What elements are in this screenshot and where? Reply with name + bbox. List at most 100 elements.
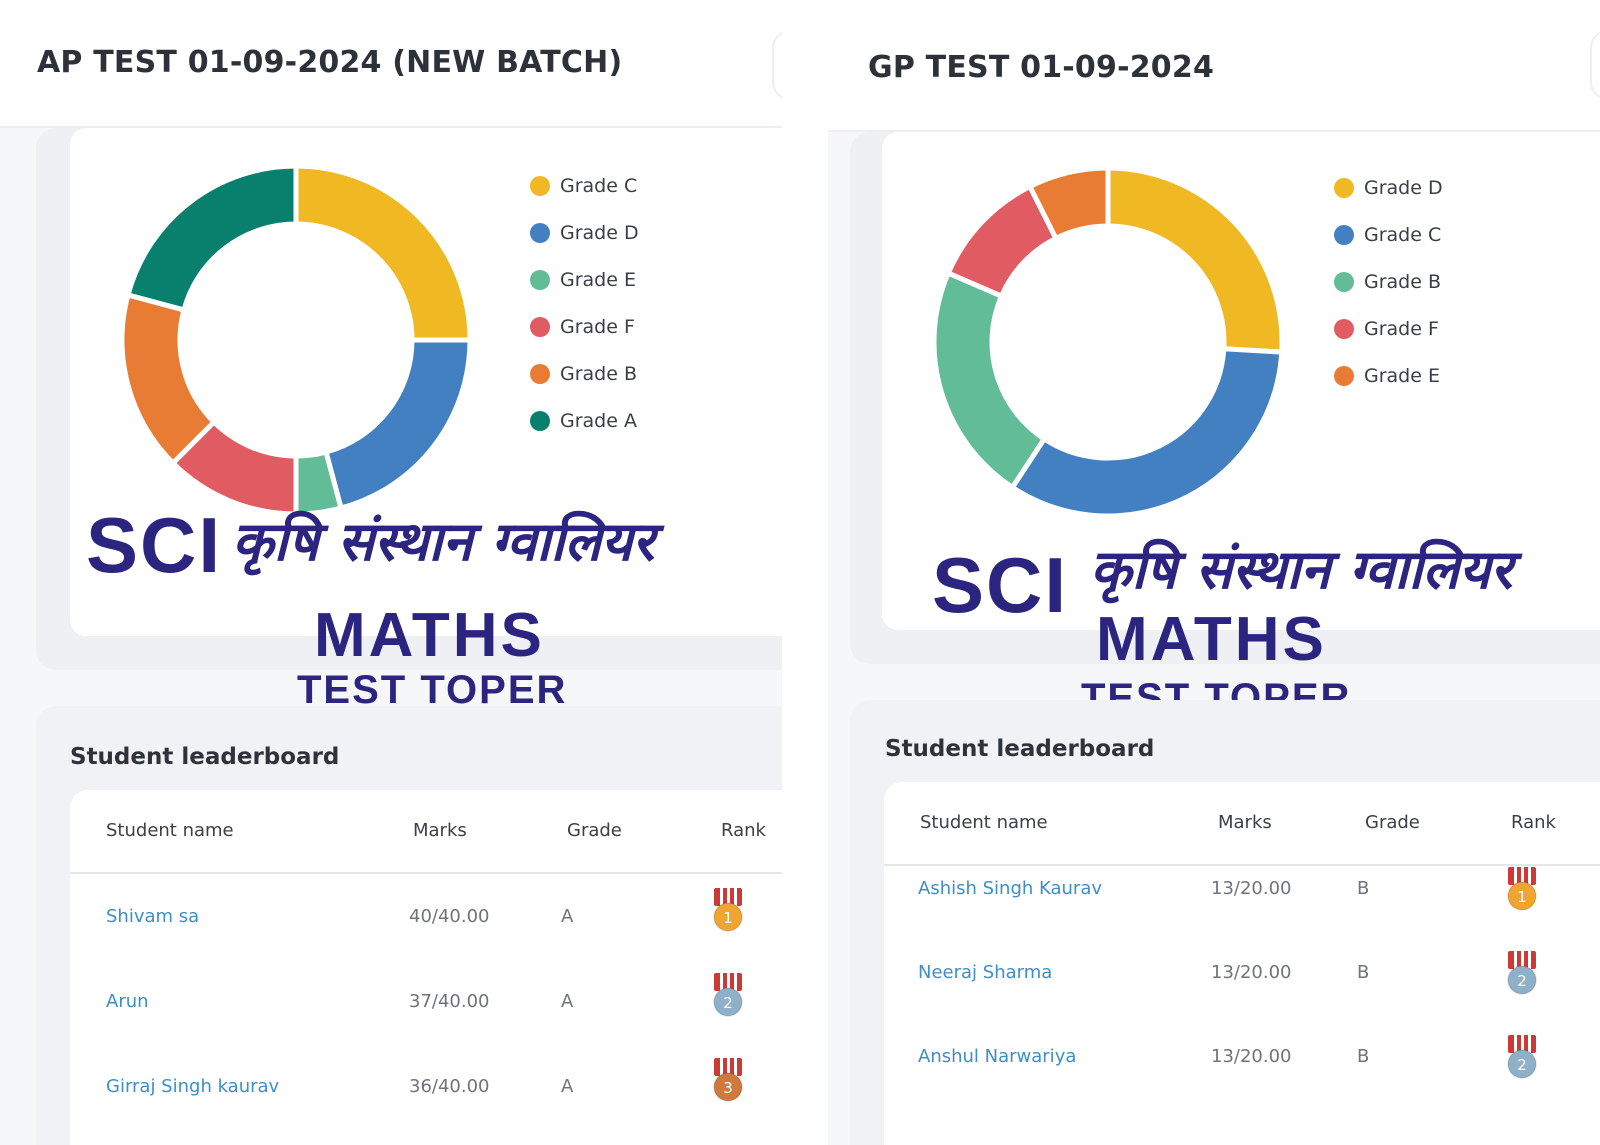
student-name-link[interactable]: Girraj Singh kaurav <box>106 1076 280 1097</box>
ribbon-stripe <box>1528 1035 1531 1053</box>
leaderboard-title: Student leaderboard <box>885 736 1155 762</box>
test-title: AP TEST 01-09-2024 (NEW BATCH) <box>37 45 623 80</box>
student-grade: A <box>561 1076 574 1097</box>
ribbon-stripe <box>1521 951 1524 969</box>
legend-item[interactable]: Grade E <box>1334 364 1443 411</box>
legend-item[interactable]: Grade C <box>530 174 639 221</box>
test-header: AP TEST 01-09-2024 (NEW BATCH) <box>0 0 782 128</box>
leaderboard-title: Student leaderboard <box>70 744 340 770</box>
ribbon-stripe <box>727 888 730 906</box>
legend-label: Grade A <box>560 410 637 432</box>
student-name-link[interactable]: Neeraj Sharma <box>918 962 1053 983</box>
ribbon-stripe <box>1514 1035 1517 1053</box>
student-name-link[interactable]: Ashish Singh Kaurav <box>918 878 1103 899</box>
legend-swatch <box>530 364 550 384</box>
column-header-grade: Grade <box>567 820 622 841</box>
ribbon-stripe <box>1514 951 1517 969</box>
grade-chart-card: Grade D Grade C Grade B Grade F Grade E <box>882 132 1600 630</box>
column-header-grade: Grade <box>1365 812 1420 833</box>
medal-rank-number: 3 <box>723 1079 733 1097</box>
brand-subject: MATHS <box>314 601 545 670</box>
legend-label: Grade B <box>560 363 638 385</box>
slice-grade-a[interactable] <box>124 163 299 314</box>
grade-donut-chart <box>119 163 473 517</box>
legend-item[interactable]: Grade B <box>1334 270 1443 317</box>
chart-legend: Grade D Grade C Grade B Grade F Grade E <box>1334 176 1443 411</box>
student-name-link[interactable]: Shivam sa <box>106 906 200 927</box>
medal-disc <box>1507 881 1537 911</box>
medal-rank-number: 1 <box>723 909 733 927</box>
legend-swatch <box>530 411 550 431</box>
header-action-button[interactable] <box>1590 30 1600 100</box>
legend-item[interactable]: Grade D <box>530 221 639 268</box>
header-divider <box>70 872 782 874</box>
medal-rank-number: 1 <box>1517 888 1527 906</box>
student-marks: 40/40.00 <box>409 906 490 927</box>
legend-item[interactable]: Grade B <box>530 362 639 409</box>
student-name-link[interactable]: Arun <box>106 991 149 1012</box>
header-action-button[interactable] <box>772 30 782 100</box>
ribbon-stripe <box>727 973 730 991</box>
student-grade: B <box>1357 1046 1370 1067</box>
slice-grade-c[interactable] <box>1008 346 1285 519</box>
column-header-name: Student name <box>106 820 234 841</box>
student-marks: 13/20.00 <box>1211 1046 1292 1067</box>
test-header: GP TEST 01-09-2024 <box>828 0 1600 132</box>
legend-label: Grade F <box>560 316 635 338</box>
left-test-panel: AP TEST 01-09-2024 (NEW BATCH) Grade C Gr… <box>0 0 782 1145</box>
legend-item[interactable]: Grade A <box>530 409 639 456</box>
column-header-marks: Marks <box>413 820 467 841</box>
student-name-link[interactable]: Anshul Narwariya <box>918 1046 1077 1067</box>
student-marks: 13/20.00 <box>1211 962 1292 983</box>
ribbon-stripe <box>720 1058 723 1076</box>
ribbon-stripe <box>727 1058 730 1076</box>
brand-tagline: TEST TOPER <box>297 668 568 712</box>
ribbon-stripe <box>734 973 737 991</box>
student-grade: B <box>1357 962 1370 983</box>
ribbon-stripe <box>1528 951 1531 969</box>
legend-swatch <box>1334 366 1354 386</box>
student-grade: A <box>561 906 574 927</box>
legend-item[interactable]: Grade F <box>530 315 639 362</box>
student-marks: 36/40.00 <box>409 1076 490 1097</box>
slice-grade-b[interactable] <box>119 291 218 467</box>
ribbon-stripe <box>1521 1035 1524 1053</box>
column-header-rank: Rank <box>1511 812 1556 833</box>
right-test-panel: GP TEST 01-09-2024 Grade D Grade C Grade B… <box>828 0 1600 1145</box>
medal-icon: 1 <box>1507 867 1537 911</box>
ribbon-stripe <box>1528 867 1531 885</box>
legend-label: Grade D <box>560 222 639 244</box>
legend-label: Grade D <box>1364 177 1443 199</box>
medal-rank-number: 2 <box>1517 972 1527 990</box>
slice-grade-c[interactable] <box>293 163 473 343</box>
legend-item[interactable]: Grade E <box>530 268 639 315</box>
legend-swatch <box>1334 225 1354 245</box>
slice-grade-e[interactable] <box>1026 165 1111 242</box>
leaderboard-table: Student name Marks Grade Rank Ashish Sin… <box>884 782 1600 1145</box>
test-title: GP TEST 01-09-2024 <box>868 50 1215 85</box>
slice-grade-b[interactable] <box>931 269 1048 491</box>
slice-grade-d[interactable] <box>1105 165 1285 355</box>
slice-grade-d[interactable] <box>322 337 473 512</box>
medal-rank-number: 2 <box>723 994 733 1012</box>
legend-item[interactable]: Grade D <box>1334 176 1443 223</box>
column-header-name: Student name <box>920 812 1048 833</box>
legend-label: Grade C <box>1364 224 1442 246</box>
chart-legend: Grade C Grade D Grade E Grade F Grade B Grade… <box>530 174 639 456</box>
ribbon-stripe <box>1521 867 1524 885</box>
medal-icon: 3 <box>713 1058 743 1102</box>
ribbon-stripe <box>720 973 723 991</box>
legend-swatch <box>1334 272 1354 292</box>
medal-icon: 2 <box>713 973 743 1017</box>
legend-item[interactable]: Grade C <box>1334 223 1443 270</box>
ribbon-stripe <box>720 888 723 906</box>
medal-icon: 2 <box>1507 951 1537 995</box>
ribbon-stripe <box>1514 867 1517 885</box>
medal-disc <box>713 987 743 1017</box>
ribbon-stripe <box>734 888 737 906</box>
student-marks: 37/40.00 <box>409 991 490 1012</box>
legend-swatch <box>1334 178 1354 198</box>
medal-icon: 1 <box>713 888 743 932</box>
legend-item[interactable]: Grade F <box>1334 317 1443 364</box>
medal-icon: 2 <box>1507 1035 1537 1079</box>
